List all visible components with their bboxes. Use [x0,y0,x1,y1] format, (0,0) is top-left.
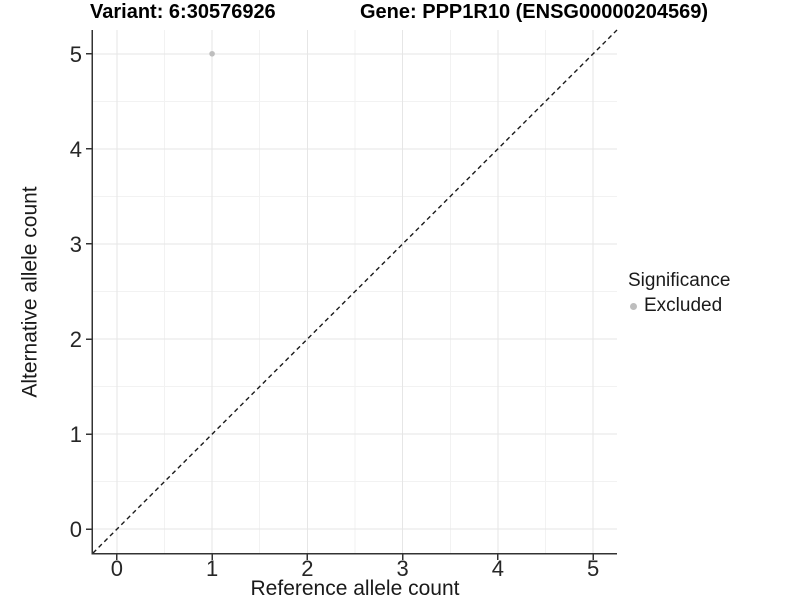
y-axis-title-text: Alternative allele count [19,185,43,398]
x-tick-label: 4 [492,556,504,581]
plot-title-gene: Gene: PPP1R10 (ENSG00000204569) [360,1,708,23]
y-axis-title: Alternative allele count [19,30,43,553]
legend-item-label: Excluded [644,295,723,316]
x-tick-label: 1 [206,556,218,581]
plot-title-variant: Variant: 6:30576926 [90,1,276,23]
x-tick-label: 3 [397,556,409,581]
y-tick-label: 1 [70,422,82,447]
y-tick-label: 3 [70,232,82,257]
y-tick-label: 4 [70,137,82,162]
legend-key-dot [630,302,637,310]
x-tick-label: 2 [301,556,313,581]
y-tick-label: 5 [70,42,82,67]
y-tick-label: 2 [70,327,82,352]
identity-line [92,29,618,554]
x-axis-title: Reference allele count [250,577,460,600]
legend-item: Excluded [628,295,730,317]
data-point [209,50,215,57]
x-tick-label: 5 [587,556,599,581]
y-tick-label: 0 [70,517,82,542]
legend: Significance Excluded [628,270,730,317]
x-tick-label: 0 [111,556,123,581]
legend-title: Significance [628,270,731,291]
